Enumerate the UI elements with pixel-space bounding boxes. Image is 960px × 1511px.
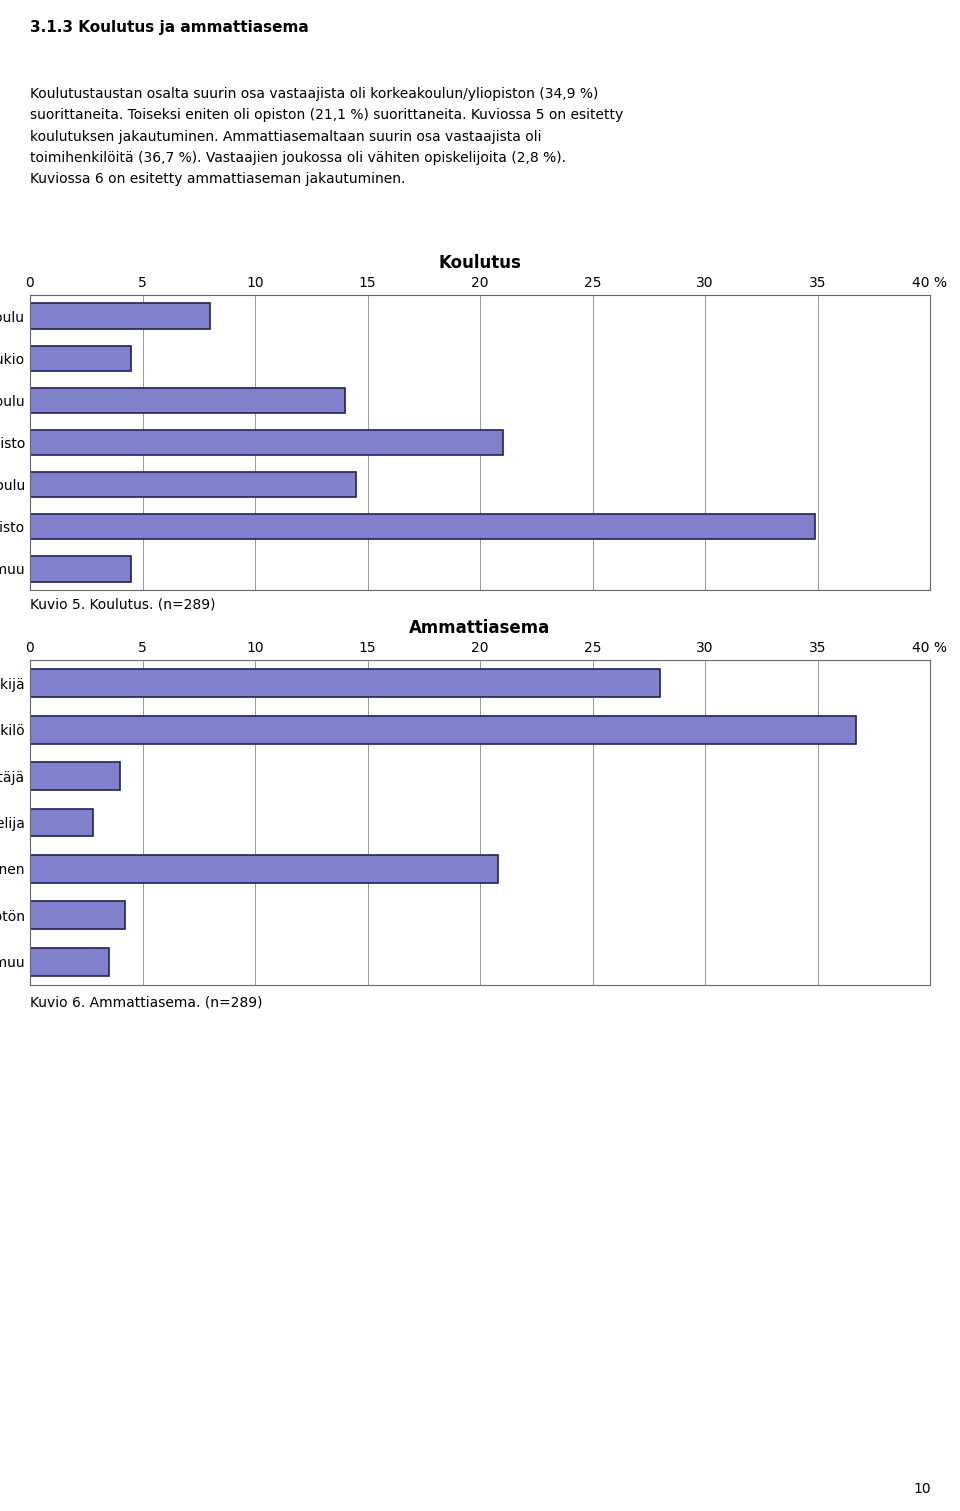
Bar: [30, 855, 498, 882]
Bar: [30, 762, 120, 790]
Bar: [30, 669, 660, 697]
Bar: [30, 388, 345, 413]
Bar: [30, 429, 502, 455]
Bar: [30, 716, 855, 743]
Bar: [30, 514, 815, 539]
Text: Kuvio 6. Ammattiasema. (n=289): Kuvio 6. Ammattiasema. (n=289): [30, 996, 262, 1009]
Text: 3.1.3 Koulutus ja ammattiasema: 3.1.3 Koulutus ja ammattiasema: [30, 20, 309, 35]
Text: 10: 10: [914, 1482, 931, 1496]
Bar: [30, 902, 125, 929]
Bar: [30, 471, 356, 497]
Bar: [30, 304, 210, 329]
Bar: [30, 346, 132, 370]
Bar: [30, 808, 93, 837]
Title: Ammattiasema: Ammattiasema: [409, 620, 551, 636]
Bar: [30, 556, 132, 582]
Text: Koulutustaustan osalta suurin osa vastaajista oli korkeakoulun/yliopiston (34,9 : Koulutustaustan osalta suurin osa vastaa…: [30, 88, 623, 186]
Title: Koulutus: Koulutus: [439, 254, 521, 272]
Bar: [30, 947, 108, 976]
Text: Kuvio 5. Koulutus. (n=289): Kuvio 5. Koulutus. (n=289): [30, 598, 215, 612]
